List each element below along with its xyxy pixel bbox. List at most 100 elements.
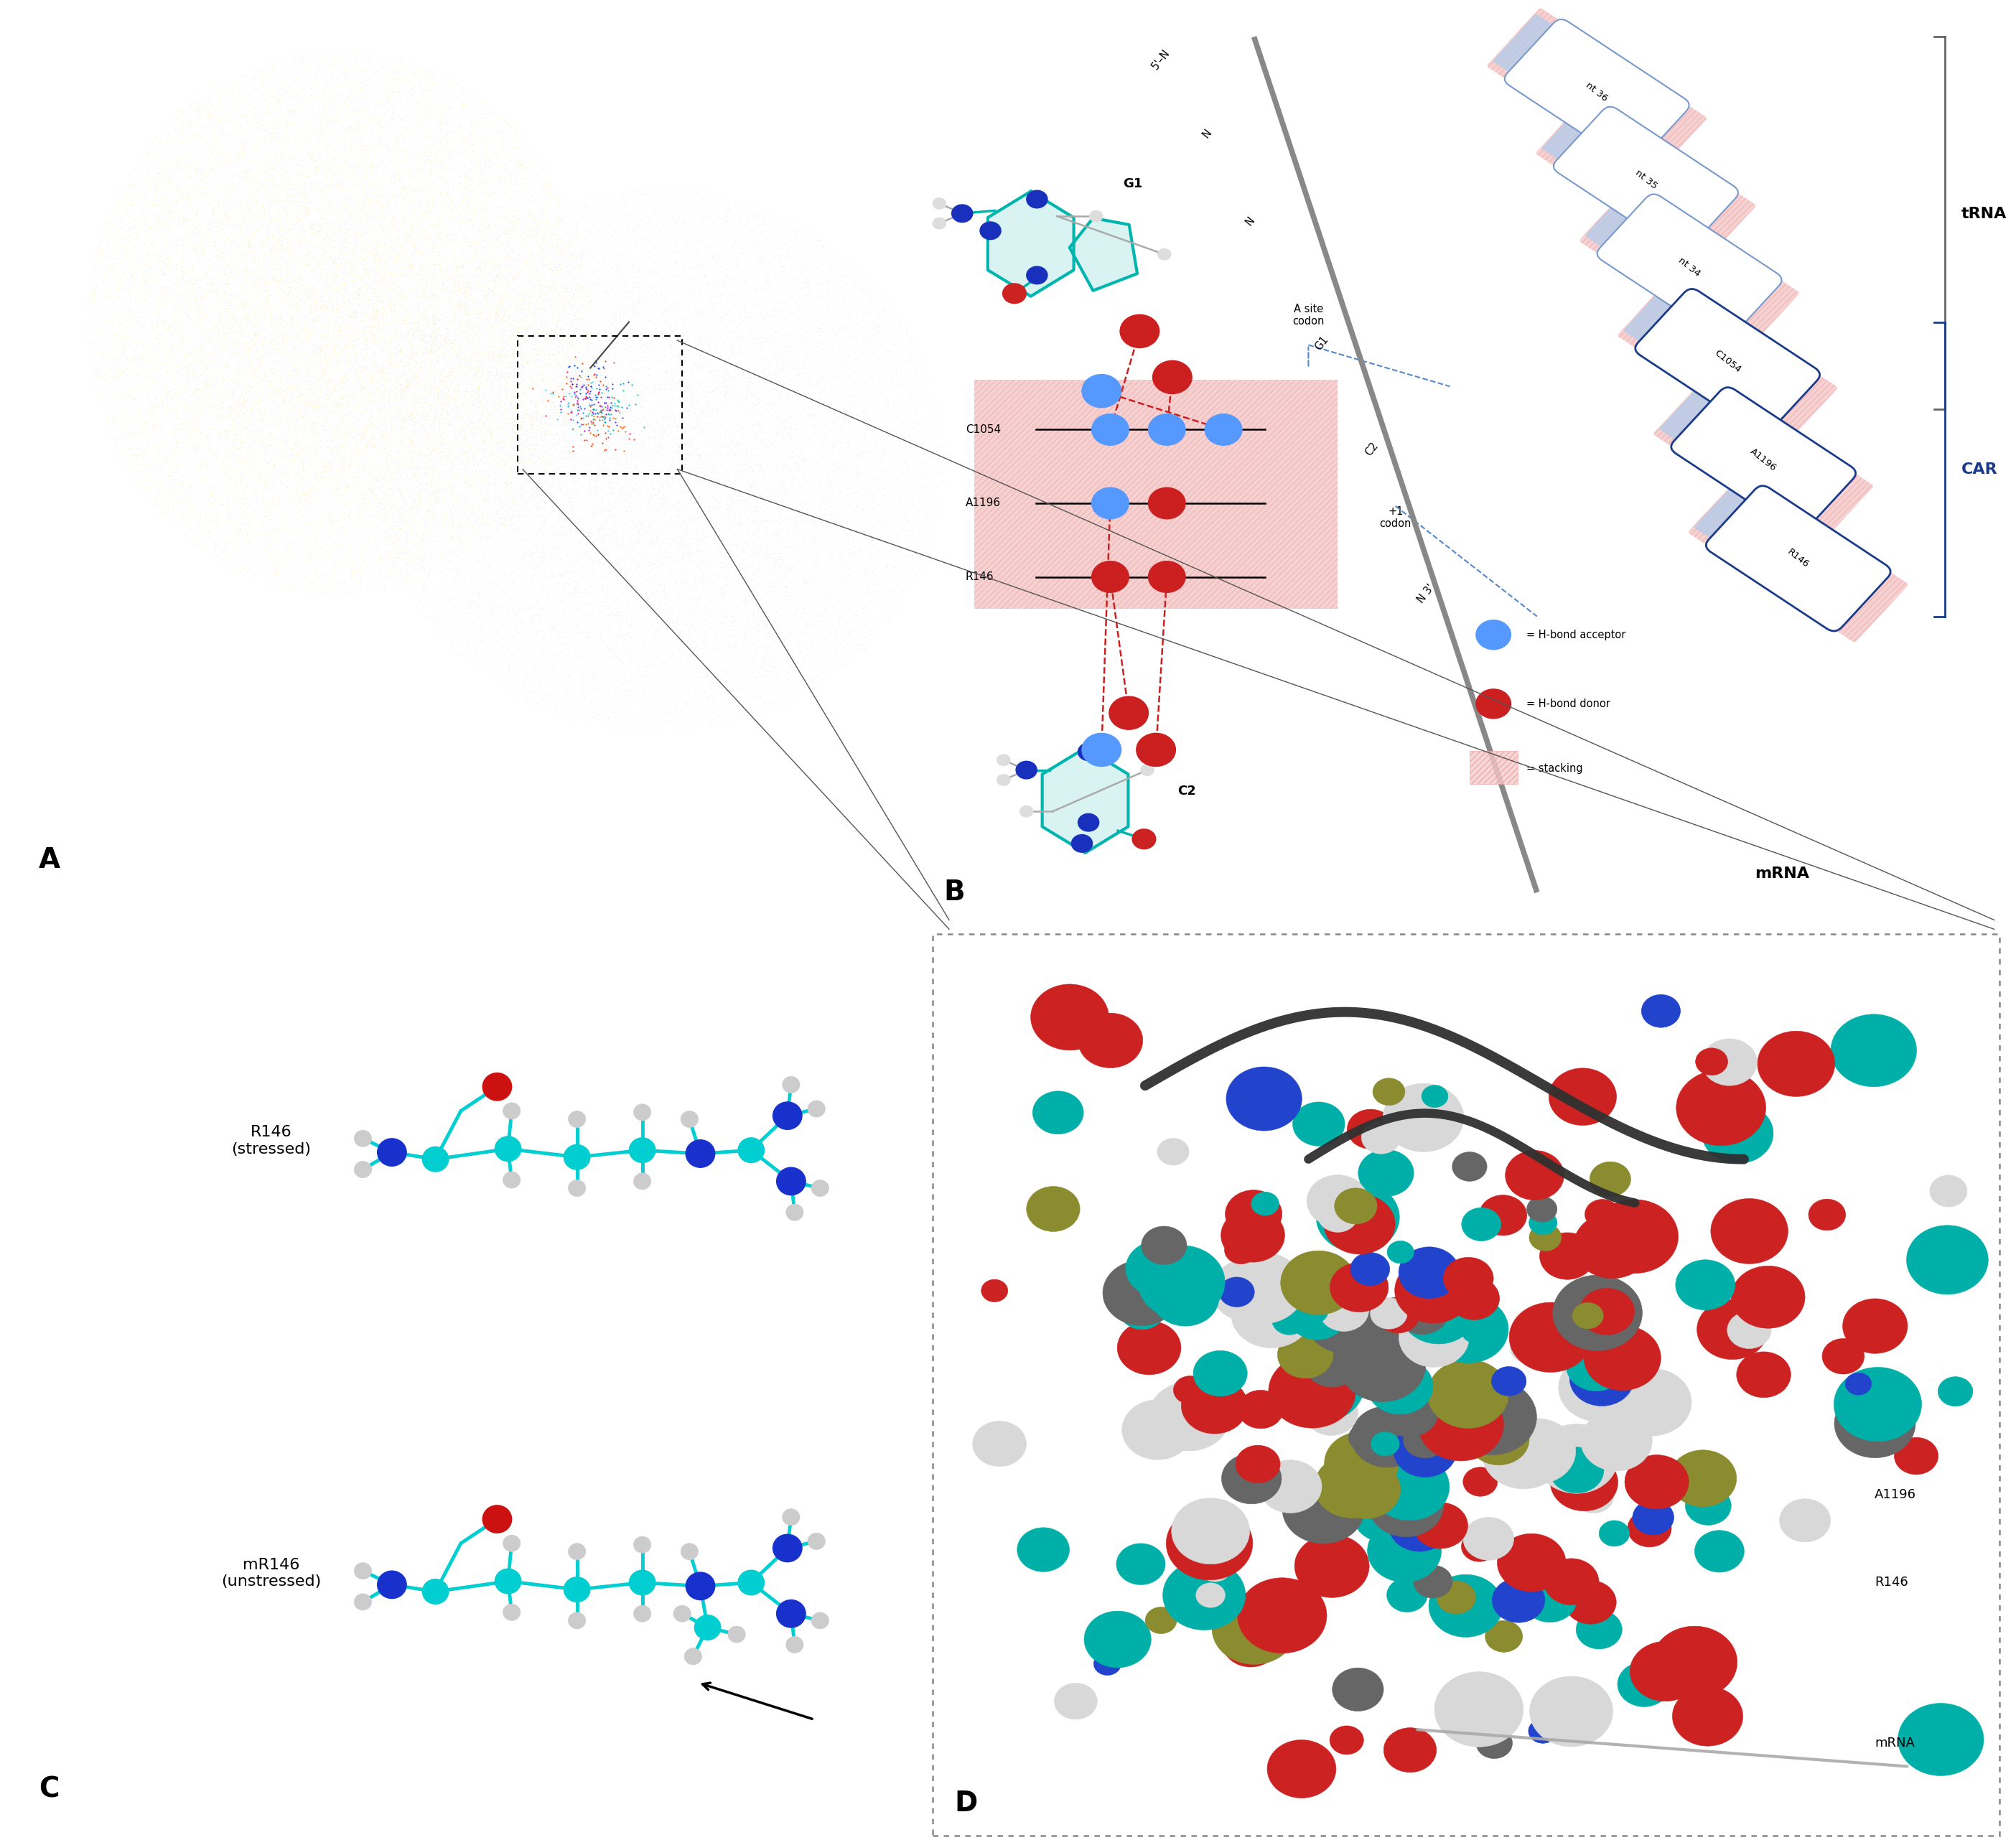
Point: [359, 243, 391, 272]
Point: [270, 219, 302, 248]
Point: [583, 513, 615, 543]
Point: [437, 353, 470, 383]
Point: [720, 462, 752, 491]
Point: [242, 294, 274, 324]
Point: [645, 291, 677, 320]
Point: [323, 383, 355, 412]
Point: [754, 276, 786, 305]
Point: [234, 523, 266, 552]
Point: [105, 302, 137, 331]
Point: [383, 403, 415, 432]
Point: [575, 377, 607, 407]
Point: [210, 545, 242, 574]
Point: [615, 429, 647, 458]
Point: [87, 226, 119, 256]
Point: [488, 495, 520, 524]
Point: [405, 333, 437, 362]
Point: [183, 416, 216, 445]
Circle shape: [1550, 1454, 1619, 1511]
Point: [361, 473, 393, 502]
Point: [689, 307, 722, 337]
Point: [589, 184, 621, 213]
Circle shape: [1220, 1277, 1254, 1306]
Point: [744, 585, 776, 615]
Point: [544, 394, 577, 423]
Point: [528, 206, 560, 236]
Point: [573, 622, 605, 651]
Point: [724, 346, 756, 375]
Point: [304, 121, 337, 151]
Point: [264, 263, 296, 293]
Point: [756, 471, 788, 500]
Point: [710, 609, 742, 638]
Point: [476, 500, 508, 530]
Point: [766, 258, 798, 287]
Point: [768, 521, 800, 550]
Point: [389, 489, 421, 519]
Point: [679, 627, 712, 657]
Point: [252, 241, 284, 270]
Point: [798, 247, 831, 276]
Point: [607, 258, 639, 287]
Point: [236, 410, 268, 440]
Point: [163, 208, 196, 237]
Point: [724, 546, 756, 576]
Point: [375, 423, 407, 453]
Point: [558, 357, 591, 386]
Point: [425, 254, 458, 283]
Point: [538, 495, 571, 524]
Point: [335, 75, 367, 105]
Point: [258, 307, 290, 337]
Point: [417, 285, 450, 315]
Point: [278, 329, 310, 359]
Point: [339, 298, 371, 328]
Point: [526, 346, 558, 375]
Point: [411, 315, 444, 344]
Point: [375, 385, 407, 414]
Point: [730, 613, 762, 642]
Point: [401, 350, 433, 379]
Point: [460, 230, 492, 259]
Point: [915, 524, 948, 554]
Point: [671, 355, 704, 385]
Point: [556, 615, 589, 644]
Point: [835, 392, 867, 421]
Point: [242, 416, 274, 445]
Point: [752, 506, 784, 535]
Point: [657, 423, 689, 453]
Point: [669, 383, 702, 412]
Point: [256, 331, 288, 361]
Point: [538, 219, 571, 248]
Point: [325, 186, 357, 215]
Point: [516, 539, 548, 569]
Point: [911, 462, 943, 491]
Point: [161, 236, 194, 265]
Point: [401, 385, 433, 414]
Point: [393, 473, 425, 502]
Point: [601, 370, 633, 399]
Point: [355, 361, 387, 390]
Point: [423, 550, 456, 580]
Point: [581, 692, 613, 721]
Point: [486, 642, 518, 672]
Point: [280, 390, 312, 420]
Point: [427, 166, 460, 195]
Point: [171, 208, 204, 237]
Point: [298, 57, 331, 86]
Point: [444, 372, 476, 401]
Point: [448, 206, 480, 236]
Point: [234, 190, 266, 219]
Point: [782, 580, 814, 609]
Point: [375, 309, 407, 339]
Point: [528, 320, 560, 350]
Point: [827, 278, 859, 307]
Point: [159, 162, 192, 191]
Point: [341, 272, 373, 302]
Point: [625, 684, 657, 714]
Point: [591, 276, 623, 305]
Point: [183, 510, 216, 539]
Point: [403, 403, 435, 432]
Point: [484, 302, 516, 331]
Point: [470, 149, 502, 178]
Point: [524, 408, 556, 438]
